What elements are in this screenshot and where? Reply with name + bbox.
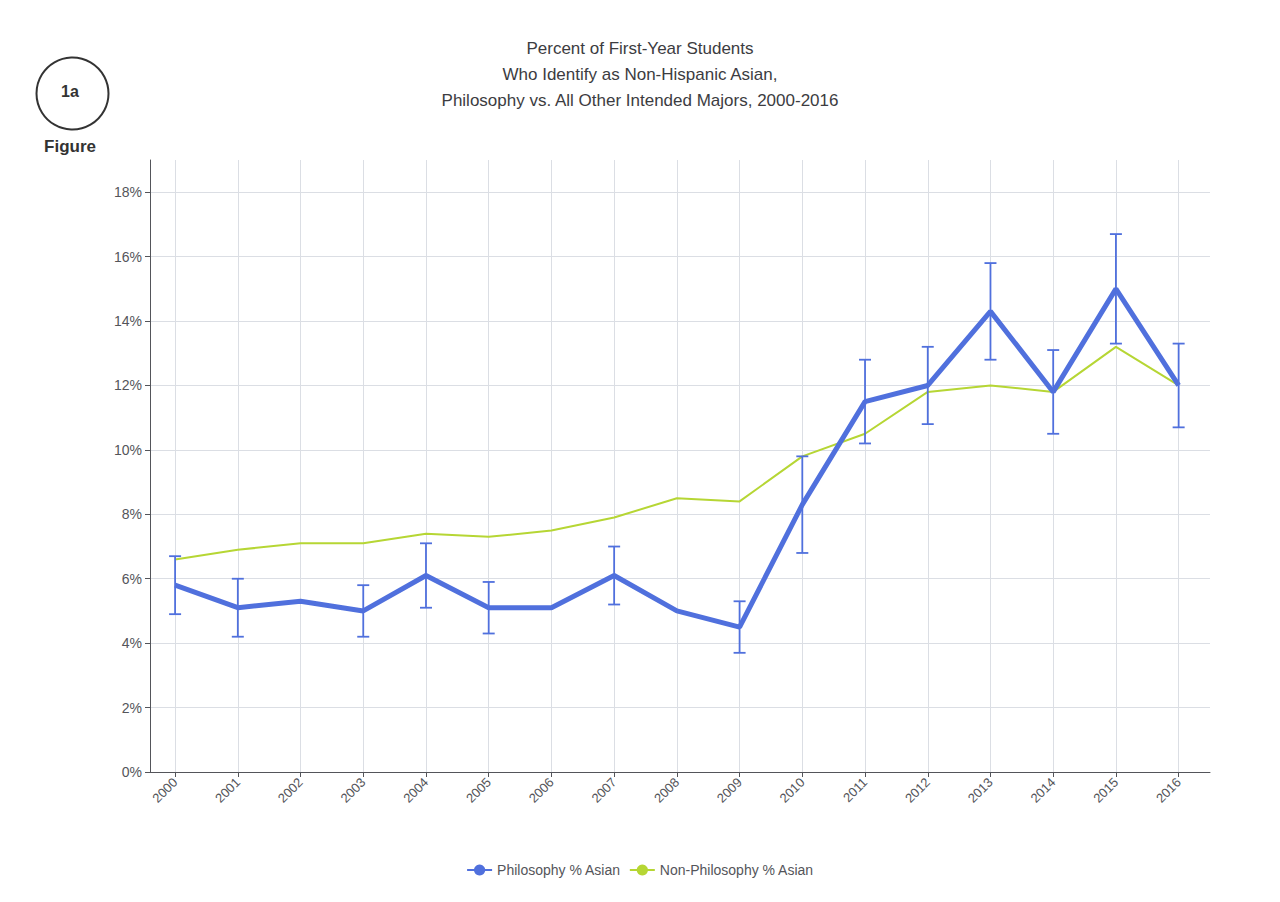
svg-text:6%: 6%	[122, 571, 142, 587]
svg-text:10%: 10%	[114, 442, 142, 458]
svg-text:2012: 2012	[902, 775, 933, 806]
svg-text:2000: 2000	[149, 775, 180, 806]
svg-text:12%: 12%	[114, 377, 142, 393]
svg-text:Philosophy vs. All Other Inten: Philosophy vs. All Other Intended Majors…	[442, 91, 839, 110]
svg-text:Philosophy % Asian: Philosophy % Asian	[497, 862, 620, 878]
svg-text:2002: 2002	[275, 775, 306, 806]
svg-text:2006: 2006	[526, 775, 557, 806]
svg-text:1a: 1a	[61, 83, 79, 100]
svg-text:2005: 2005	[463, 775, 494, 806]
svg-text:2007: 2007	[588, 775, 619, 806]
svg-text:2015: 2015	[1090, 775, 1121, 806]
svg-text:2008: 2008	[651, 775, 682, 806]
svg-text:Who Identify as Non-Hispanic A: Who Identify as Non-Hispanic Asian,	[503, 65, 778, 84]
svg-text:2%: 2%	[122, 700, 142, 716]
svg-text:Non-Philosophy % Asian: Non-Philosophy % Asian	[660, 862, 813, 878]
svg-text:Percent of First-Year Students: Percent of First-Year Students	[526, 39, 753, 58]
svg-text:2001: 2001	[212, 775, 243, 806]
svg-text:4%: 4%	[122, 635, 142, 651]
svg-text:2011: 2011	[840, 775, 870, 805]
svg-text:14%: 14%	[114, 313, 142, 329]
svg-text:2004: 2004	[400, 775, 431, 806]
svg-text:2003: 2003	[338, 775, 369, 806]
svg-text:2009: 2009	[714, 775, 745, 806]
svg-text:Figure: Figure	[44, 137, 96, 156]
svg-text:8%: 8%	[122, 506, 142, 522]
svg-text:2016: 2016	[1153, 775, 1184, 806]
svg-text:18%: 18%	[114, 184, 142, 200]
svg-text:16%: 16%	[114, 249, 142, 265]
svg-text:2013: 2013	[965, 775, 996, 806]
svg-text:2010: 2010	[777, 775, 808, 806]
svg-text:2014: 2014	[1027, 775, 1058, 806]
svg-text:0%: 0%	[122, 764, 142, 780]
